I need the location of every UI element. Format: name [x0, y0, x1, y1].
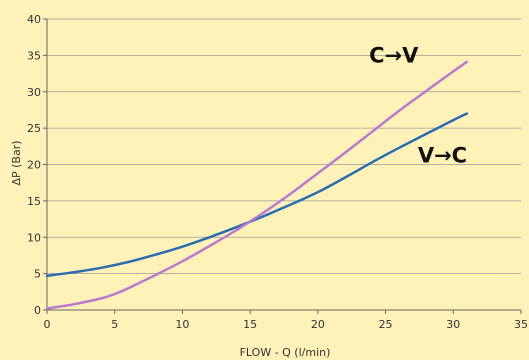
- annotations: C→V V→C: [369, 44, 467, 168]
- y-tick-label: 25: [27, 122, 41, 135]
- series-line-c-to-v: [45, 60, 469, 310]
- y-axis-label: ΔP (Bar): [10, 140, 23, 185]
- y-tick-label: 35: [27, 49, 41, 62]
- y-tick-label: 10: [27, 231, 41, 244]
- x-axis-label: FLOW - Q (l/min): [240, 346, 331, 359]
- y-tick-label: 40: [27, 13, 41, 26]
- y-tick-label: 0: [34, 304, 41, 317]
- grid-lines: [47, 18, 521, 275]
- x-tick-label: 10: [175, 318, 189, 331]
- y-tick-label: 20: [27, 159, 41, 172]
- y-tick-label: 30: [27, 86, 41, 99]
- axes: [43, 18, 522, 314]
- y-tick-label: 5: [34, 268, 41, 281]
- x-tick-label: 5: [111, 318, 118, 331]
- x-tick-label: 25: [379, 318, 393, 331]
- annotation-v-to-c: V→C: [418, 143, 467, 167]
- x-tick-label: 20: [311, 318, 325, 331]
- x-tick-label: 0: [44, 318, 51, 331]
- tick-labels: 0 5 10 15 20 25 30 35 40 0 5 10 15 20 25 30 35: [27, 13, 528, 331]
- series-line-v-to-c: [45, 112, 469, 278]
- x-tick-label: 15: [243, 318, 257, 331]
- x-tick-label: 30: [446, 318, 460, 331]
- y-tick-label: 15: [27, 195, 41, 208]
- series-lines: [45, 60, 469, 310]
- annotation-c-to-v: C→V: [369, 44, 419, 68]
- x-tick-label: 35: [514, 318, 528, 331]
